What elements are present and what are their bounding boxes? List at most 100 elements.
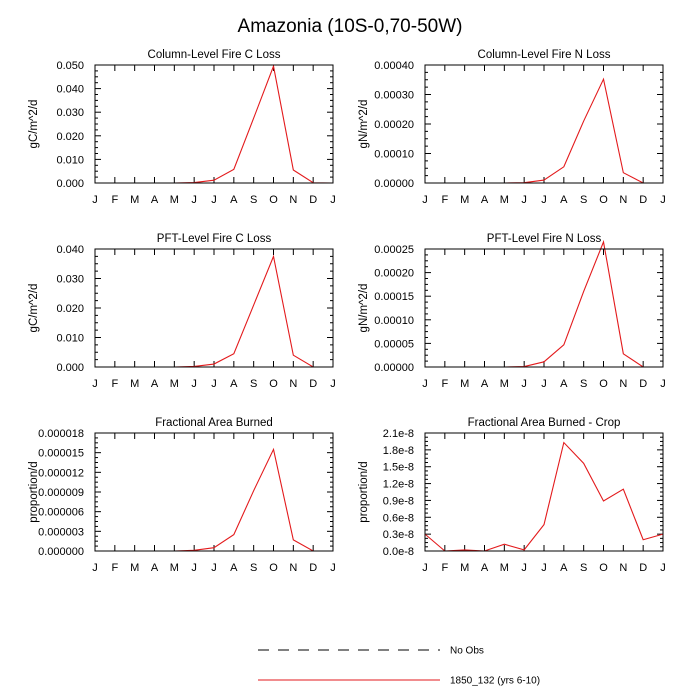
plot-frame [94,248,334,368]
x-tick-label: A [560,562,568,574]
y-tick-label: 0.000006 [38,507,84,519]
x-tick-label: M [460,562,469,574]
x-tick-label: J [422,194,428,206]
x-tick-label: J [191,378,197,390]
x-tick-label: J [541,378,547,390]
y-tick-label: 0.030 [56,107,84,119]
x-tick-label: J [92,194,98,206]
x-tick-label: F [111,562,118,574]
y-axis-label: gC/m^2/d [28,284,40,333]
x-tick-label: J [211,378,217,390]
panel-title-2: Column-Level Fire N Loss [478,49,611,61]
x-tick-label: J [521,562,527,574]
y-tick-label: 0.010 [56,333,84,345]
x-tick-label: S [580,378,587,390]
y-axis-label: proportion/d [358,461,370,522]
x-tick-label: S [250,378,257,390]
y-tick-label: 0.010 [56,154,84,166]
x-tick-label: A [151,562,159,574]
x-tick-label: A [481,378,489,390]
x-tick-label: M [500,194,509,206]
x-tick-label: M [500,562,509,574]
x-tick-label: F [441,378,448,390]
y-tick-label: 0.00010 [374,315,414,327]
x-tick-label: J [191,194,197,206]
x-tick-label: D [309,562,317,574]
y-tick-label: 0.000 [56,362,84,374]
y-tick-label: 2.1e-8 [383,428,414,440]
series-line [95,254,333,368]
y-tick-label: 0.00005 [374,338,414,350]
plot-frame [424,64,664,184]
y-tick-label: 0.00000 [374,178,414,190]
y-tick-label: 1.8e-8 [383,445,414,457]
y-tick-label: 0.0e-8 [383,546,414,558]
x-tick-label: O [599,378,608,390]
y-tick-label: 1.5e-8 [383,462,414,474]
panel-title-3: PFT-Level Fire C Loss [157,233,272,245]
x-tick-label: A [230,194,238,206]
x-tick-label: M [460,378,469,390]
x-tick-label: S [250,562,257,574]
x-tick-label: M [130,378,139,390]
x-tick-label: M [130,562,139,574]
y-axis-label: gN/m^2/d [358,100,370,149]
panel-title-5: Fractional Area Burned [155,417,273,429]
y-tick-label: 0.6e-8 [383,512,414,524]
x-tick-label: A [481,194,489,206]
x-tick-label: O [269,562,278,574]
x-tick-label: D [639,562,647,574]
y-tick-label: 0.030 [56,274,84,286]
x-tick-label: A [481,562,489,574]
y-tick-label: 0.000000 [38,546,84,558]
x-tick-label: J [660,378,666,390]
y-tick-label: 0.00020 [374,119,414,131]
series-line [424,441,664,552]
y-tick-label: 0.00015 [374,291,414,303]
y-tick-label: 0.020 [56,131,84,143]
x-tick-label: A [151,194,159,206]
legend: No Obs 1850_132 (yrs 6-10) [258,646,540,687]
plot-frame [94,432,334,552]
x-tick-label: J [211,194,217,206]
panels: Column-Level Fire C Loss 0.000 0.010 0.020 0… [28,49,666,574]
x-tick-label: N [289,194,297,206]
x-tick-label: J [422,562,428,574]
y-axis-label: gN/m^2/d [358,284,370,333]
y-tick-label: 0.040 [56,84,84,96]
y-tick-label: 0.020 [56,303,84,315]
panel-title-6: Fractional Area Burned - Crop [468,417,621,429]
y-tick-label: 0.00040 [374,60,414,72]
x-tick-label: S [580,194,587,206]
x-tick-label: J [330,562,336,574]
legend-model-label: 1850_132 (yrs 6-10) [450,676,540,687]
x-tick-label: J [660,194,666,206]
y-tick-label: 0.3e-8 [383,529,414,541]
y-tick-label: 0.00010 [374,149,414,161]
y-tick-label: 0.00020 [374,268,414,280]
x-tick-label: N [289,562,297,574]
x-tick-label: J [191,562,197,574]
x-tick-label: D [639,194,647,206]
y-tick-label: 0.00030 [374,90,414,102]
x-tick-label: O [269,378,278,390]
y-axis-label: gC/m^2/d [28,100,40,149]
x-tick-label: O [269,194,278,206]
x-tick-label: M [170,194,179,206]
y-tick-label: 0.00025 [374,244,414,256]
y-tick-label: 0.000003 [38,526,84,538]
y-tick-label: 1.2e-8 [383,479,414,491]
plot-frame [94,64,334,184]
y-tick-label: 0.000015 [38,448,84,460]
x-tick-label: N [289,378,297,390]
x-tick-label: N [619,562,627,574]
y-tick-label: 0.000018 [38,428,84,440]
x-tick-label: J [521,194,527,206]
x-tick-label: D [639,378,647,390]
panel-title-4: PFT-Level Fire N Loss [487,233,602,245]
y-tick-label: 0.00000 [374,362,414,374]
x-tick-label: J [211,562,217,574]
series-line [425,239,663,368]
x-tick-label: J [521,378,527,390]
x-tick-label: S [580,562,587,574]
